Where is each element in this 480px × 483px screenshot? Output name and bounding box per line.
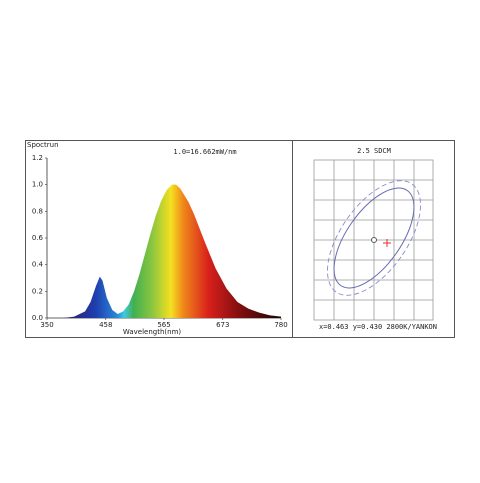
y-axis-title: Spoctrun	[27, 141, 59, 149]
y-tick-label: 0.0	[32, 314, 43, 322]
subtitle: 1.0=16.662mW/nm	[173, 148, 236, 156]
sdcm-title: 2.5 SDCM	[357, 147, 391, 155]
x-tick-label: 565	[157, 321, 170, 329]
y-tick-label: 0.6	[32, 234, 44, 242]
y-tick-label: 0.2	[32, 287, 43, 295]
x-axis-title: Wavelength(nm)	[123, 328, 182, 336]
y-tick-label: 0.4	[32, 261, 44, 269]
spectrum-area	[63, 184, 282, 318]
y-tick-label: 1.2	[32, 154, 43, 162]
y-tick-label: 0.8	[32, 207, 43, 215]
right-panel	[292, 140, 455, 338]
x-tick-label: 350	[40, 321, 53, 329]
sdcm-ellipse	[333, 187, 415, 289]
x-tick-label: 780	[274, 321, 287, 329]
x-tick-label: 673	[216, 321, 229, 329]
measured-point	[383, 239, 391, 247]
x-tick-label: 458	[99, 321, 112, 329]
y-tick-label: 1.0	[32, 181, 43, 189]
sdcm-annotation: x=0.463 y=0.430 2800K/YANKON	[319, 323, 437, 331]
target-point	[371, 237, 377, 243]
